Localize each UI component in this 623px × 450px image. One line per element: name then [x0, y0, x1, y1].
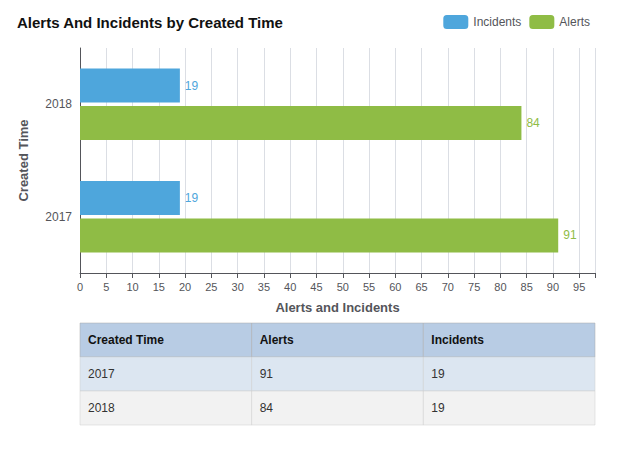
svg-text:Alerts: Alerts: [260, 333, 294, 347]
svg-text:2018: 2018: [88, 401, 115, 415]
svg-text:65: 65: [415, 281, 427, 293]
svg-text:85: 85: [521, 281, 533, 293]
svg-text:91: 91: [563, 228, 577, 242]
svg-text:19: 19: [185, 191, 199, 205]
svg-text:5: 5: [103, 281, 109, 293]
svg-text:15: 15: [153, 281, 165, 293]
svg-text:45: 45: [310, 281, 322, 293]
svg-text:84: 84: [526, 116, 540, 130]
svg-text:80: 80: [494, 281, 506, 293]
svg-text:2017: 2017: [88, 367, 115, 381]
svg-text:Incidents: Incidents: [431, 333, 484, 347]
svg-text:90: 90: [547, 281, 559, 293]
svg-text:35: 35: [258, 281, 270, 293]
svg-text:19: 19: [431, 367, 445, 381]
svg-text:19: 19: [185, 79, 199, 93]
svg-text:Created Time: Created Time: [16, 119, 31, 201]
svg-text:10: 10: [126, 281, 138, 293]
svg-text:75: 75: [468, 281, 480, 293]
svg-text:Alerts: Alerts: [559, 15, 590, 29]
svg-text:Alerts And Incidents by Create: Alerts And Incidents by Created Time: [17, 14, 283, 31]
svg-text:60: 60: [389, 281, 401, 293]
svg-text:55: 55: [363, 281, 375, 293]
svg-text:19: 19: [431, 401, 445, 415]
svg-text:91: 91: [260, 367, 274, 381]
svg-text:84: 84: [260, 401, 274, 415]
svg-text:70: 70: [442, 281, 454, 293]
svg-text:2018: 2018: [45, 97, 72, 111]
svg-text:30: 30: [232, 281, 244, 293]
svg-text:25: 25: [205, 281, 217, 293]
svg-text:Created Time: Created Time: [88, 333, 164, 347]
svg-text:20: 20: [179, 281, 191, 293]
svg-text:40: 40: [284, 281, 296, 293]
svg-text:95: 95: [573, 281, 585, 293]
svg-text:Alerts and Incidents: Alerts and Incidents: [275, 300, 399, 315]
svg-text:Incidents: Incidents: [473, 15, 521, 29]
svg-text:2017: 2017: [45, 210, 72, 224]
svg-text:0: 0: [77, 281, 83, 293]
svg-text:50: 50: [337, 281, 349, 293]
